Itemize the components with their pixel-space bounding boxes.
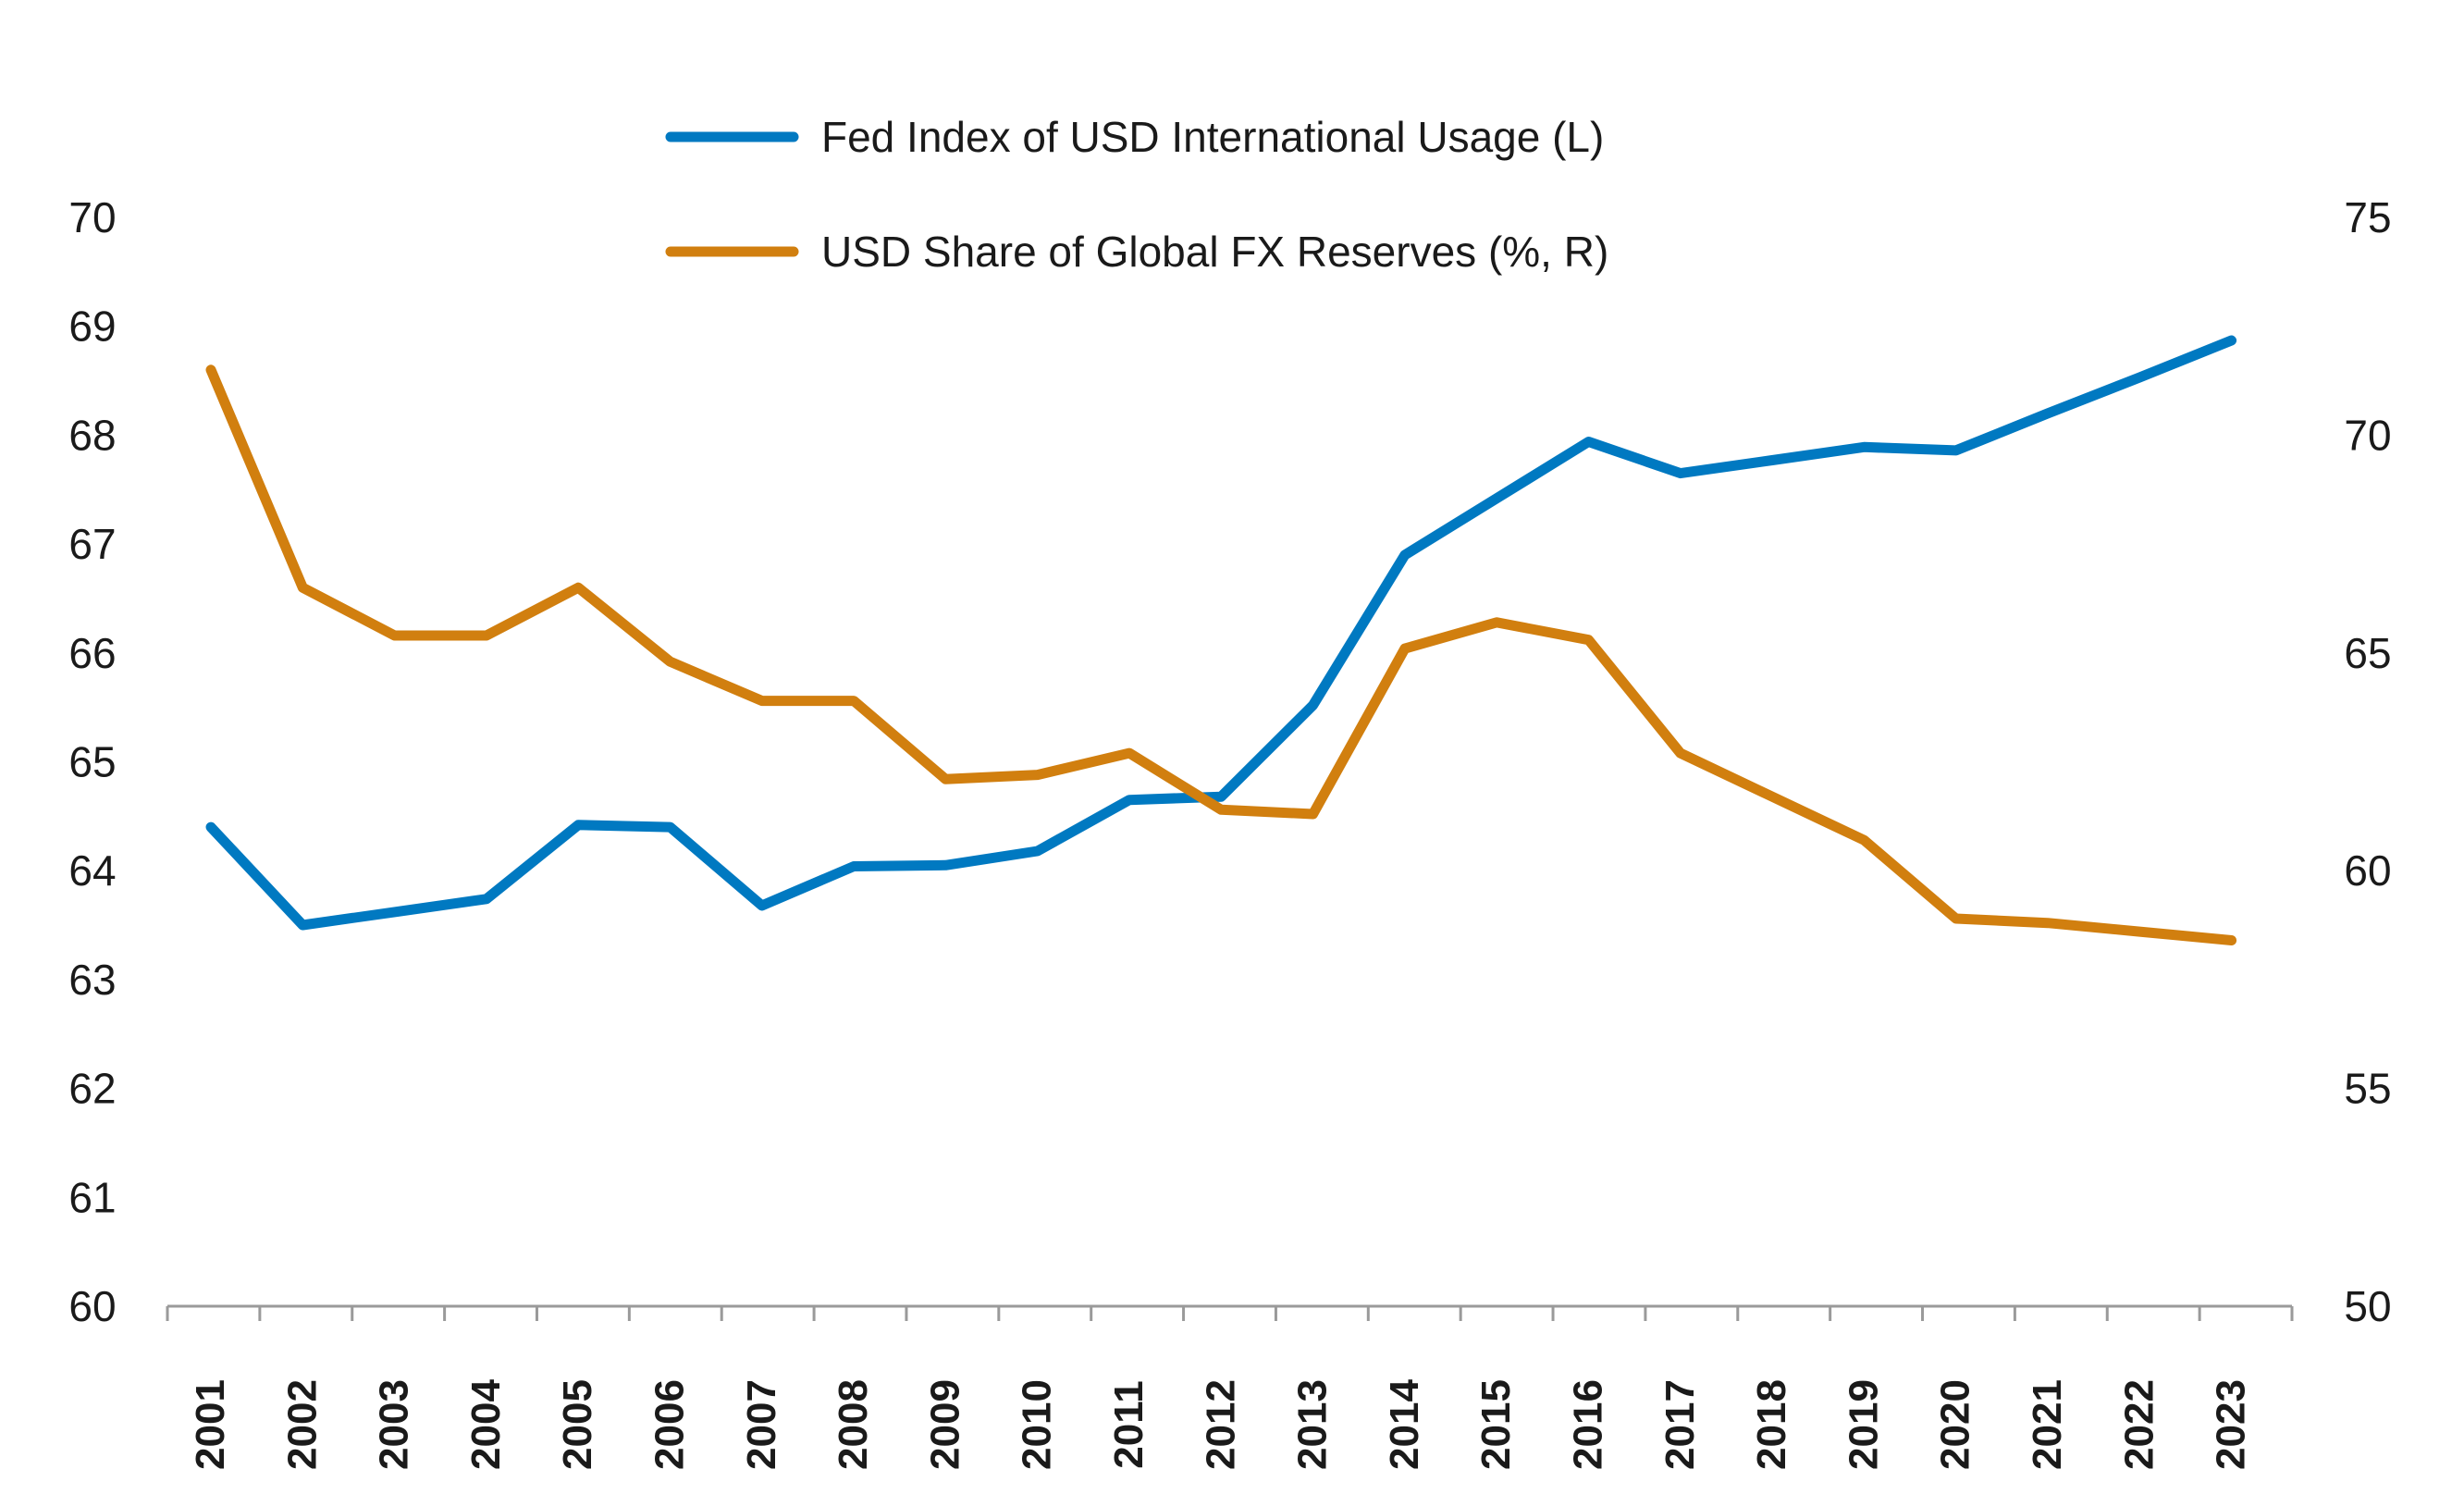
left-tick-label: 67 (68, 520, 116, 568)
legend-label-usd-reserve-share: USD Share of Global FX Reserves (%, R) (821, 228, 1608, 276)
x-tick-label: 2002 (279, 1379, 325, 1470)
right-tick-label: 65 (2344, 629, 2391, 677)
legend-label-usd-usage-index: Fed Index of USD International Usage (L) (821, 113, 1604, 161)
x-tick-label: 2010 (1015, 1379, 1060, 1470)
series-line-usd-usage-index (205, 335, 2237, 931)
x-tick-label: 2007 (739, 1379, 784, 1470)
right-tick-label: 55 (2344, 1065, 2391, 1113)
x-tick-label: 2013 (1290, 1379, 1336, 1470)
right-tick-label: 70 (2344, 411, 2391, 459)
x-tick-label: 2003 (372, 1379, 417, 1470)
left-axis-ticks: 60 61 62 63 64 65 66 67 68 69 70 (68, 193, 116, 1330)
left-tick-label: 64 (68, 846, 116, 895)
x-tick-label: 2005 (555, 1379, 600, 1470)
left-tick-label: 70 (68, 193, 116, 241)
x-tick-label: 2006 (647, 1379, 693, 1470)
x-tick-label: 2022 (2116, 1379, 2162, 1470)
left-tick-label: 69 (68, 303, 116, 351)
x-tick-label: 2004 (463, 1379, 509, 1470)
right-tick-label: 60 (2344, 846, 2391, 895)
series-line-usd-reserve-share (205, 364, 2237, 945)
x-tick-label: 2015 (1473, 1379, 1519, 1470)
left-tick-label: 62 (68, 1065, 116, 1113)
left-tick-label: 61 (68, 1173, 116, 1221)
x-tick-label: 2023 (2209, 1379, 2254, 1470)
legend: Fed Index of USD International Usage (L)… (665, 113, 1608, 276)
right-axis-ticks: 50 55 60 65 70 75 (2344, 193, 2391, 1330)
left-tick-label: 65 (68, 738, 116, 786)
x-tick-label: 2018 (1749, 1379, 1794, 1470)
x-tick-label: 2001 (188, 1379, 233, 1470)
left-tick-label: 60 (68, 1282, 116, 1330)
x-axis: 2001 2002 2003 2004 2005 2006 2007 2008 2009 2010… (166, 1304, 2294, 1470)
left-tick-label: 68 (68, 411, 116, 459)
right-tick-label: 50 (2344, 1282, 2391, 1330)
x-tick-label: 2019 (1841, 1379, 1886, 1470)
x-tick-label: 2011 (1106, 1380, 1152, 1468)
x-tick-label: 2009 (922, 1379, 967, 1470)
x-tick-label: 2012 (1198, 1379, 1243, 1470)
x-tick-label: 2014 (1382, 1379, 1427, 1470)
x-tick-label: 2021 (2025, 1379, 2070, 1470)
x-tick-label: 2016 (1566, 1379, 1611, 1470)
left-tick-label: 63 (68, 956, 116, 1004)
series-lines (205, 335, 2237, 945)
x-tick-label: 2020 (1933, 1379, 1978, 1470)
left-tick-label: 66 (68, 629, 116, 677)
x-tick-label: 2017 (1657, 1379, 1703, 1470)
right-tick-label: 75 (2344, 193, 2391, 241)
x-tick-label: 2008 (831, 1379, 876, 1470)
